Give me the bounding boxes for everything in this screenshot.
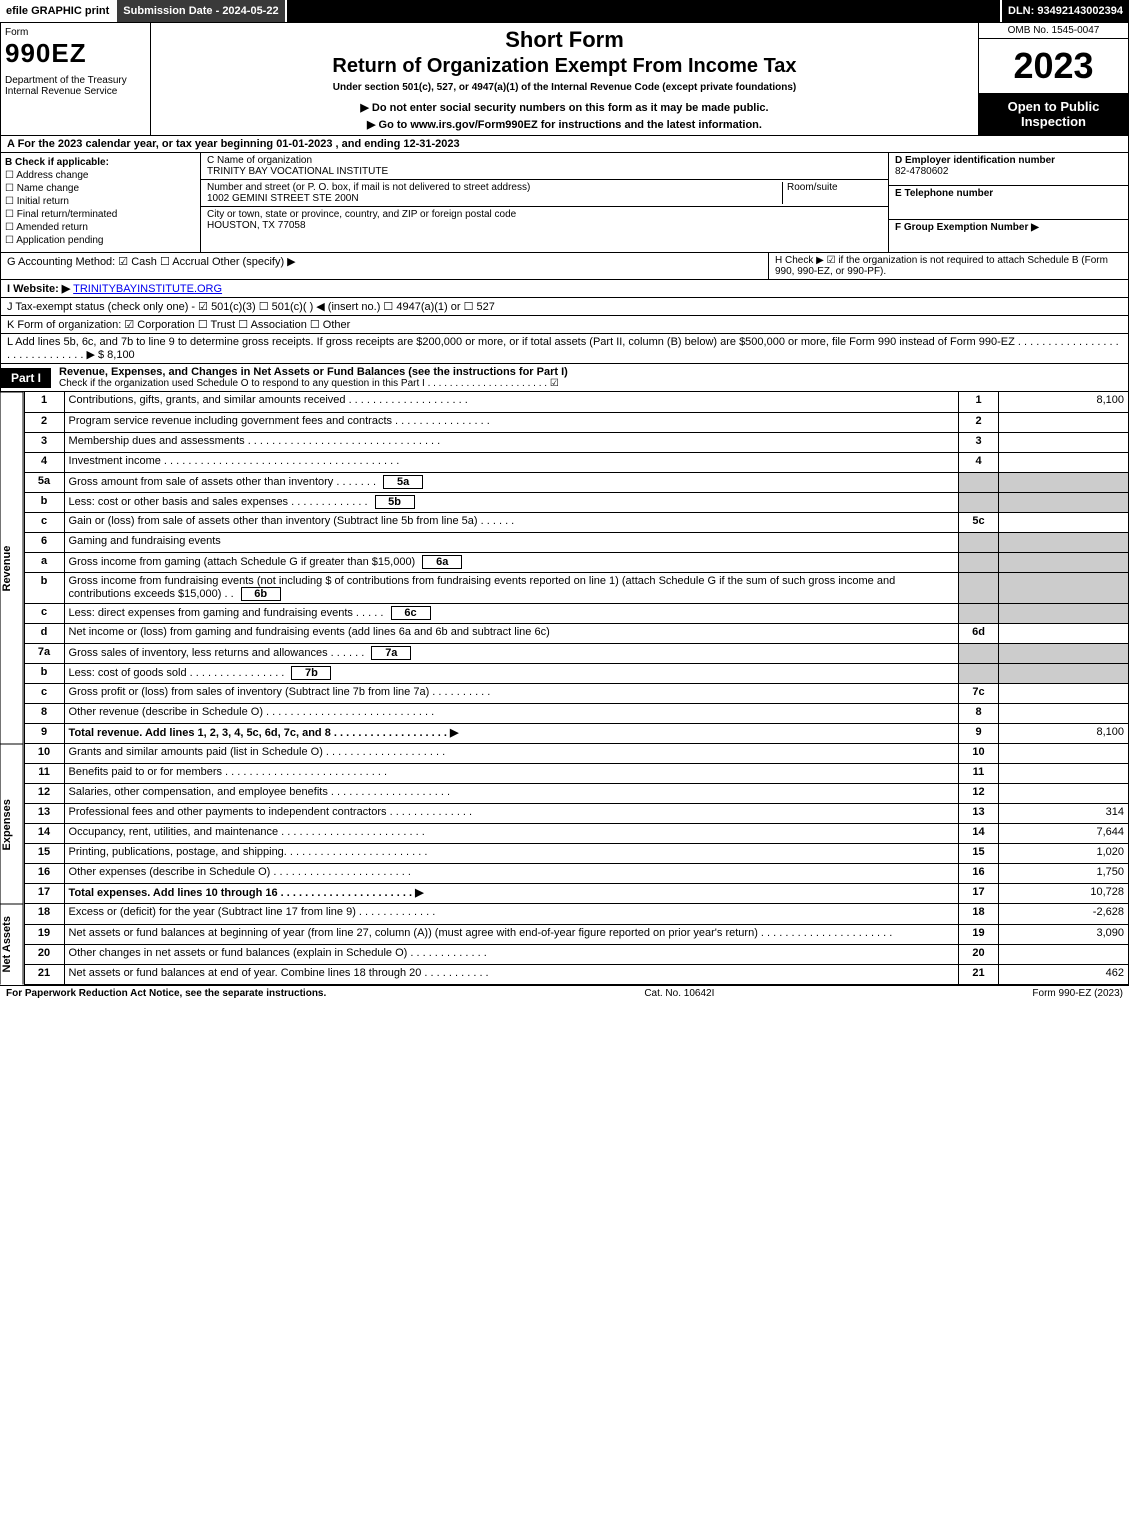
- expenses-side-label: Expenses: [0, 744, 24, 905]
- footer-mid: Cat. No. 10642I: [644, 988, 714, 999]
- city-value: HOUSTON, TX 77058: [207, 220, 882, 231]
- short-form-title: Short Form: [159, 27, 970, 53]
- part-1-title: Revenue, Expenses, and Changes in Net As…: [59, 366, 568, 378]
- check-name[interactable]: ☐ Name change: [5, 183, 196, 194]
- check-pending[interactable]: ☐ Application pending: [5, 235, 196, 246]
- row-h-schedule-b: H Check ▶ ☑ if the organization is not r…: [768, 253, 1128, 279]
- footer-right: Form 990-EZ (2023): [1032, 988, 1123, 999]
- no-ssn-warning: ▶ Do not enter social security numbers o…: [159, 101, 970, 114]
- org-info-block: B Check if applicable: ☐ Address change …: [0, 153, 1129, 253]
- dln-label: DLN: 93492143002394: [1002, 0, 1129, 22]
- omb-number: OMB No. 1545-0047: [979, 23, 1128, 39]
- open-to-public: Open to Public Inspection: [979, 93, 1128, 135]
- row-k-org-form: K Form of organization: ☑ Corporation ☐ …: [1, 316, 1128, 333]
- expenses-table: 10Grants and similar amounts paid (list …: [24, 744, 1129, 905]
- submission-date: Submission Date - 2024-05-22: [117, 0, 286, 22]
- revenue-table: 1Contributions, gifts, grants, and simil…: [24, 392, 1129, 744]
- form-number: 990EZ: [5, 38, 146, 69]
- revenue-side-label: Revenue: [0, 392, 24, 744]
- ein-value: 82-4780602: [895, 166, 1122, 177]
- org-name: TRINITY BAY VOCATIONAL INSTITUTE: [207, 166, 882, 177]
- row-i-website: I Website: ▶ TRINITYBAYINSTITUTE.ORG: [1, 280, 1128, 297]
- part-1-tab: Part I: [1, 368, 51, 388]
- phone-label: E Telephone number: [895, 188, 1122, 199]
- col-b-title: B Check if applicable:: [5, 157, 196, 168]
- form-label: Form: [5, 27, 146, 38]
- check-final[interactable]: ☐ Final return/terminated: [5, 209, 196, 220]
- tax-year: 2023: [979, 39, 1128, 93]
- part-1-sub: Check if the organization used Schedule …: [59, 378, 1120, 389]
- netassets-side-label: Net Assets: [0, 904, 24, 985]
- main-title: Return of Organization Exempt From Incom…: [159, 55, 970, 78]
- check-amended[interactable]: ☐ Amended return: [5, 222, 196, 233]
- check-initial[interactable]: ☐ Initial return: [5, 196, 196, 207]
- part-1-header: Part I Revenue, Expenses, and Changes in…: [0, 364, 1129, 392]
- street-value: 1002 GEMINI STREET STE 200N: [207, 193, 782, 204]
- row-g-accounting: G Accounting Method: ☑ Cash ☐ Accrual Ot…: [1, 253, 768, 279]
- col-b-checkboxes: B Check if applicable: ☐ Address change …: [1, 153, 201, 252]
- dept-label: Department of the Treasury Internal Reve…: [5, 75, 146, 97]
- row-j-exempt-status: J Tax-exempt status (check only one) - ☑…: [1, 298, 1128, 315]
- form-header: Form 990EZ Department of the Treasury In…: [0, 22, 1129, 136]
- ein-label: D Employer identification number: [895, 155, 1122, 166]
- org-name-label: C Name of organization: [207, 155, 882, 166]
- street-label: Number and street (or P. O. box, if mail…: [207, 182, 782, 193]
- netassets-table: 18Excess or (deficit) for the year (Subt…: [24, 904, 1129, 985]
- top-bar: efile GRAPHIC print Submission Date - 20…: [0, 0, 1129, 22]
- footer-left: For Paperwork Reduction Act Notice, see …: [6, 988, 326, 999]
- page-footer: For Paperwork Reduction Act Notice, see …: [0, 985, 1129, 1001]
- row-a-tax-year: A For the 2023 calendar year, or tax yea…: [0, 136, 1129, 153]
- room-label: Room/suite: [782, 182, 882, 204]
- row-l-gross-receipts: L Add lines 5b, 6c, and 7b to line 9 to …: [1, 334, 1128, 363]
- check-address[interactable]: ☐ Address change: [5, 170, 196, 181]
- efile-label[interactable]: efile GRAPHIC print: [0, 0, 117, 22]
- website-link[interactable]: TRINITYBAYINSTITUTE.ORG: [73, 283, 222, 295]
- city-label: City or town, state or province, country…: [207, 209, 882, 220]
- section-label: Under section 501(c), 527, or 4947(a)(1)…: [159, 82, 970, 93]
- group-label: F Group Exemption Number ▶: [895, 222, 1122, 233]
- goto-link[interactable]: ▶ Go to www.irs.gov/Form990EZ for instru…: [159, 118, 970, 131]
